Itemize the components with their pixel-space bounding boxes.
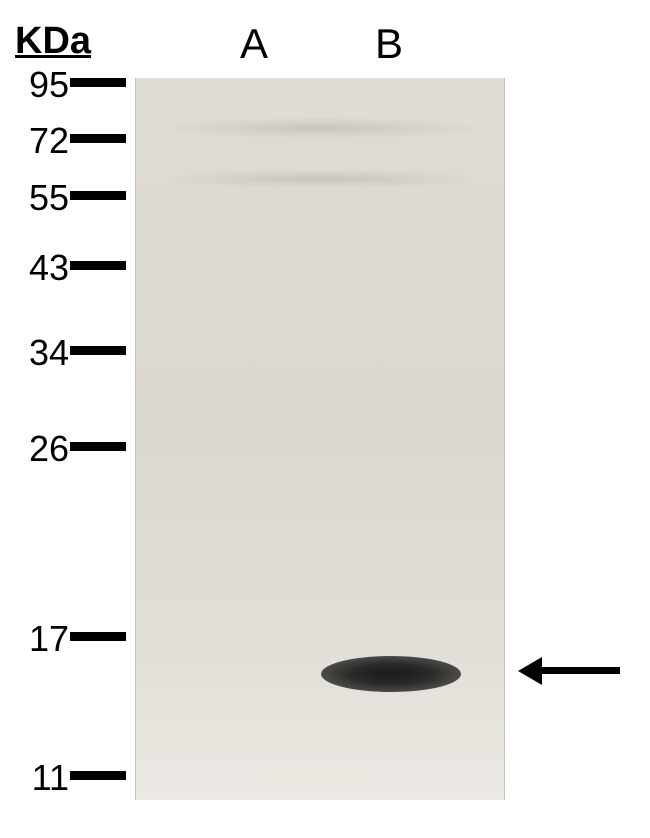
marker-34: 34 (15, 332, 69, 374)
arrow-head-icon (518, 657, 542, 685)
marker-95: 95 (15, 64, 69, 106)
tick-95 (70, 78, 126, 87)
marker-11: 11 (15, 757, 69, 799)
faint-band-1 (171, 118, 471, 138)
blot-container: KDa A B 95 72 55 43 34 26 17 11 (0, 0, 650, 838)
marker-43: 43 (15, 247, 69, 289)
tick-55 (70, 191, 126, 200)
lane-a-label: A (240, 20, 268, 68)
target-band (321, 656, 461, 692)
tick-11 (70, 771, 126, 780)
arrow-line (540, 667, 620, 674)
marker-26: 26 (15, 428, 69, 470)
lane-b-label: B (375, 20, 403, 68)
tick-43 (70, 261, 126, 270)
marker-72: 72 (15, 120, 69, 162)
tick-17 (70, 632, 126, 641)
kda-header-label: KDa (15, 20, 91, 63)
marker-55: 55 (15, 177, 69, 219)
tick-72 (70, 134, 126, 143)
blot-membrane (135, 78, 505, 800)
faint-band-2 (171, 170, 471, 188)
tick-34 (70, 346, 126, 355)
marker-17: 17 (15, 618, 69, 660)
tick-26 (70, 442, 126, 451)
